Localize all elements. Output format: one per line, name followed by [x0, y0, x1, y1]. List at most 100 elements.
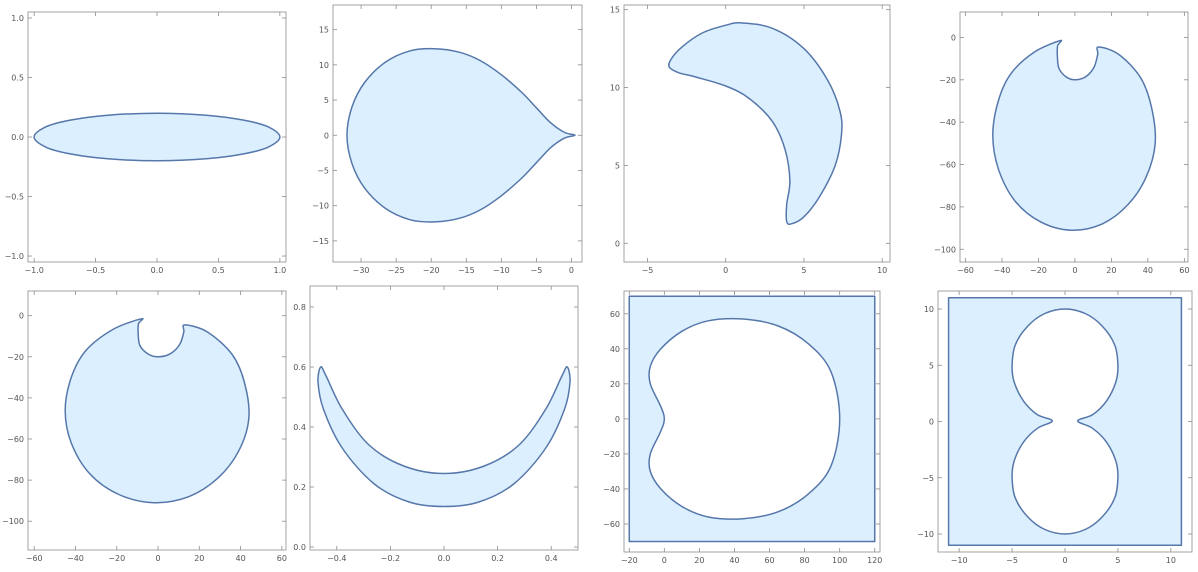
plot-2-xtick-label: −30: [353, 266, 370, 275]
plot-7-xtick-label: 20: [694, 556, 704, 565]
plot-panel-8: −10 −5 0 5 10 −10 −5 0 5 10: [904, 286, 1198, 572]
plot-panel-5: −60 −40 −20 0 20 40 60 −100 −80 −60 −40 −20 0: [0, 286, 292, 572]
plot-2-ytick-label: −15: [312, 237, 329, 246]
plot-4-outer-boundary: [992, 39, 1157, 231]
plot-5-ytick-label: −20: [7, 353, 24, 362]
plot-5-xtick-label: −40: [67, 554, 84, 563]
plot-4-ytick-label: −100: [934, 245, 956, 254]
plot-4-xtick-label: 0: [1072, 266, 1077, 275]
plot-8-xtick-label: −5: [1006, 556, 1018, 565]
plot-6-svg: −0.4 −0.2 0.0 0.2 0.4 0.0 0.2 0.4 0.6 0.8: [293, 285, 579, 563]
plot-2-ytick-label: −5: [317, 166, 329, 175]
plot-2-ytick-label: −10: [312, 202, 329, 211]
plot-4-xtick-label: −40: [994, 266, 1011, 275]
plot-7-svg: −20 0 20 40 60 80 100 120 −60 −40 −20 0 20 40 60: [603, 290, 882, 565]
plot-7-ytick-label: 0: [615, 415, 620, 424]
plot-2-ytick-label: 0: [324, 131, 329, 140]
plot-panel-6: −0.4 −0.2 0.0 0.2 0.4 0.0 0.2 0.4 0.6 0.8: [293, 285, 588, 572]
plot-5-xtick-label: 20: [194, 554, 204, 563]
plot-4-region-fill: [992, 40, 1156, 231]
plot-7-xtick-label: 60: [764, 556, 774, 565]
plot-5-region-fill: [65, 318, 250, 503]
plot-7-ytick-label: −20: [603, 450, 620, 459]
plot-1-xtick-label: −0.5: [86, 266, 105, 275]
plot-5-ytick-label: −60: [7, 435, 24, 444]
plot-7-ytick-label: 40: [610, 345, 620, 354]
plot-5-outer-boundary: [64, 317, 250, 504]
plot-4-ytick-label: −60: [939, 161, 956, 170]
plot-3-svg: −5 0 5 10 0 5 10 15: [610, 4, 891, 275]
plot-7-xtick-label: 40: [729, 556, 739, 565]
plot-5-xtick-label: −60: [26, 554, 43, 563]
plot-7-region-fill: [629, 296, 875, 542]
plot-5-xtick-label: −20: [108, 554, 125, 563]
plot-3-region-fill: [668, 22, 842, 225]
plot-3-frame: [623, 4, 891, 263]
plot-5-ytick-label: −40: [7, 394, 24, 403]
plot-6-ytick-label: 0.6: [293, 363, 306, 372]
plot-5-ytick-label: −100: [2, 517, 24, 526]
plot-1-outer-boundary: [33, 112, 281, 162]
plot-8-ytick-label: −5: [922, 474, 934, 483]
plot-2-xtick-label: −15: [458, 266, 475, 275]
plot-1-ytick-label: −0.5: [5, 193, 24, 202]
plot-2-ytick-label: 15: [319, 26, 329, 35]
plot-1-region-fill: [34, 113, 280, 161]
plot-3-xtick-label: 5: [801, 266, 806, 275]
plot-2-svg: −30 −25 −20 −15 −10 −5 0 −15 −10 −5 0 5 10 15: [312, 4, 583, 275]
plot-4-xtick-label: −60: [957, 266, 974, 275]
plot-6-outer-boundary: [317, 366, 571, 508]
plot-3-ytick-label: 15: [610, 6, 620, 15]
plot-panel-7: −20 0 20 40 60 80 100 120 −60 −40 −20 0 20 40 60: [596, 286, 896, 572]
plot-2-ytick-label: 10: [319, 61, 329, 70]
plot-6-ytick-label: 0.2: [293, 483, 306, 492]
plot-8-ytick-label: 5: [929, 361, 934, 370]
plot-8-svg: −10 −5 0 5 10 −10 −5 0 5 10: [917, 290, 1193, 565]
plot-8-xtick-label: 0: [1062, 556, 1067, 565]
plot-6-frame: [309, 285, 579, 551]
plot-3-xtick-label: −5: [642, 266, 654, 275]
plot-6-ytick-label: 0.0: [293, 543, 306, 552]
plot-4-frame: [959, 11, 1189, 263]
plot-1-xtick-label: −1.0: [24, 266, 43, 275]
plot-1-svg: −1.0 −0.5 0.0 0.5 1.0 −1.0 −0.5 0.0 0.5 1.0: [5, 11, 287, 275]
plot-2-xtick-label: 0: [569, 266, 574, 275]
plot-6-xtick-label: −0.2: [381, 554, 400, 563]
plot-2-ytick-label: 5: [324, 96, 329, 105]
plot-2-xtick-label: −20: [423, 266, 440, 275]
plot-panel-1: −1.0 −0.5 0.0 0.5 1.0 −1.0 −0.5 0.0 0.5 1.0: [0, 0, 292, 282]
plot-7-frame: [623, 290, 881, 553]
plot-4-xtick-label: 20: [1106, 266, 1116, 275]
plot-7-xtick-label: −20: [621, 556, 638, 565]
plot-5-svg: −60 −40 −20 0 20 40 60 −100 −80 −60 −40 −20 0: [2, 290, 287, 563]
plot-1-ytick-label: 1.0: [11, 14, 24, 23]
plot-5-ytick-label: 0: [19, 312, 24, 321]
plot-2-outer-boundary: [346, 47, 576, 223]
plot-5-ytick-label: −80: [7, 476, 24, 485]
plot-6-xtick-label: 0.2: [491, 554, 504, 563]
plot-1-ytick-label: −1.0: [5, 252, 24, 261]
plot-8-ytick-label: 10: [924, 305, 934, 314]
plot-5-xtick-label: 40: [235, 554, 245, 563]
plot-1-ytick-label: 0.5: [11, 73, 24, 82]
plot-2-xtick-label: −10: [493, 266, 510, 275]
plot-3-xtick-label: 0: [723, 266, 728, 275]
plot-7-xtick-label: 100: [832, 556, 847, 565]
plot-3-outer-boundary: [668, 22, 843, 226]
plot-3-ytick-label: 10: [610, 84, 620, 93]
plot-2-xtick-label: −5: [531, 266, 543, 275]
plot-8-xtick-label: −10: [951, 556, 968, 565]
plot-8-ytick-label: 0: [929, 418, 934, 427]
plot-6-xtick-label: 0.4: [545, 554, 558, 563]
plot-8-hole-boundary-1: [1011, 308, 1119, 535]
plot-2-frame: [332, 4, 583, 263]
plot-4-svg: −60 −40 −20 0 20 40 60 −100 −80 −60 −40 −20 0: [934, 11, 1189, 275]
plot-3-ytick-label: 5: [615, 161, 620, 170]
plot-8-outer-boundary: [947, 297, 1183, 546]
plot-7-xtick-label: 80: [800, 556, 810, 565]
plot-6-ytick-label: 0.4: [293, 423, 306, 432]
plot-7-ytick-label: −40: [603, 485, 620, 494]
plot-4-xtick-label: −20: [1030, 266, 1047, 275]
plot-7-xtick-label: 0: [662, 556, 667, 565]
plot-panel-3: −5 0 5 10 0 5 10 15: [596, 0, 896, 282]
